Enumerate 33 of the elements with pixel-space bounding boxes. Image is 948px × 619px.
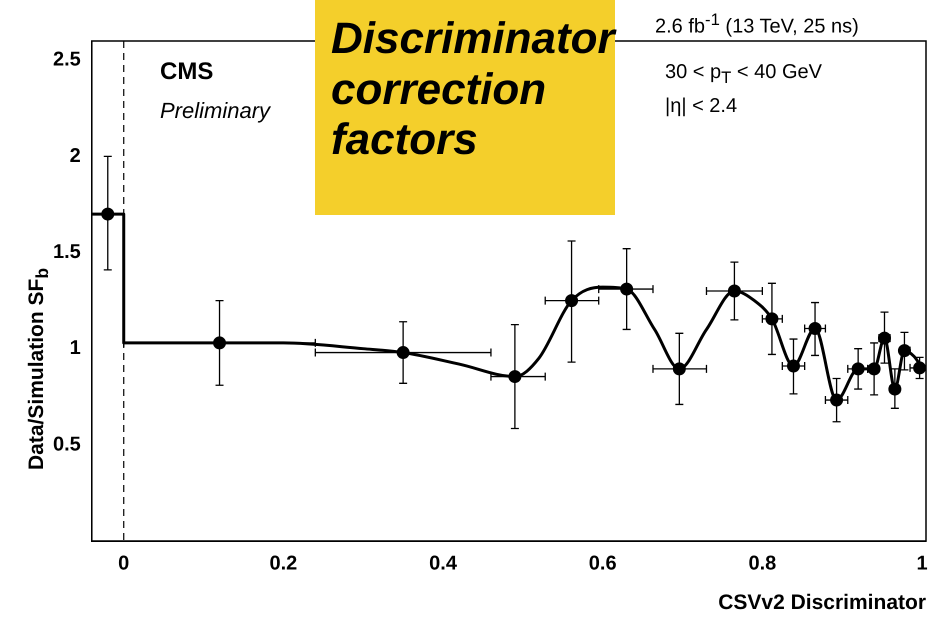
point — [765, 312, 778, 326]
annotation: CMS — [160, 58, 214, 85]
point — [672, 362, 686, 376]
y-tick-label: 1.5 — [52, 241, 81, 264]
point — [852, 362, 865, 376]
point — [808, 322, 822, 335]
point — [565, 294, 578, 308]
point — [620, 282, 634, 296]
point — [396, 346, 410, 360]
y-tick-label: 2 — [70, 144, 81, 167]
point — [830, 394, 844, 407]
point — [728, 284, 741, 298]
point — [101, 208, 114, 221]
x-tick-label: 0.4 — [429, 552, 458, 575]
text: 2.6 fb$^{-1}$ (13 TeV, 25 ns) — [655, 10, 859, 38]
point — [786, 360, 800, 372]
x-axis-title: CSVv2 Discriminator — [718, 591, 926, 614]
y-tick-label: 1 — [70, 337, 81, 360]
point — [913, 361, 926, 374]
x-tick-label: 0 — [118, 552, 130, 575]
y-tick-label: 0.5 — [52, 433, 81, 456]
annotation: 30 < p$_{T}$ < 40 GeV — [665, 61, 822, 87]
x-tick-label: 0.2 — [269, 552, 298, 575]
point — [213, 336, 226, 350]
annotation: |η| < 2.4 — [665, 95, 738, 117]
text: Discriminator correction factors — [315, 0, 615, 215]
point — [898, 344, 911, 358]
point — [508, 370, 522, 384]
x-tick-label: 1 — [916, 552, 928, 575]
x-tick-label: 0.6 — [588, 552, 617, 575]
annotation: Preliminary — [160, 98, 270, 123]
x-tick-label: 0.8 — [748, 552, 776, 575]
y-tick-label: 2.5 — [52, 48, 81, 71]
